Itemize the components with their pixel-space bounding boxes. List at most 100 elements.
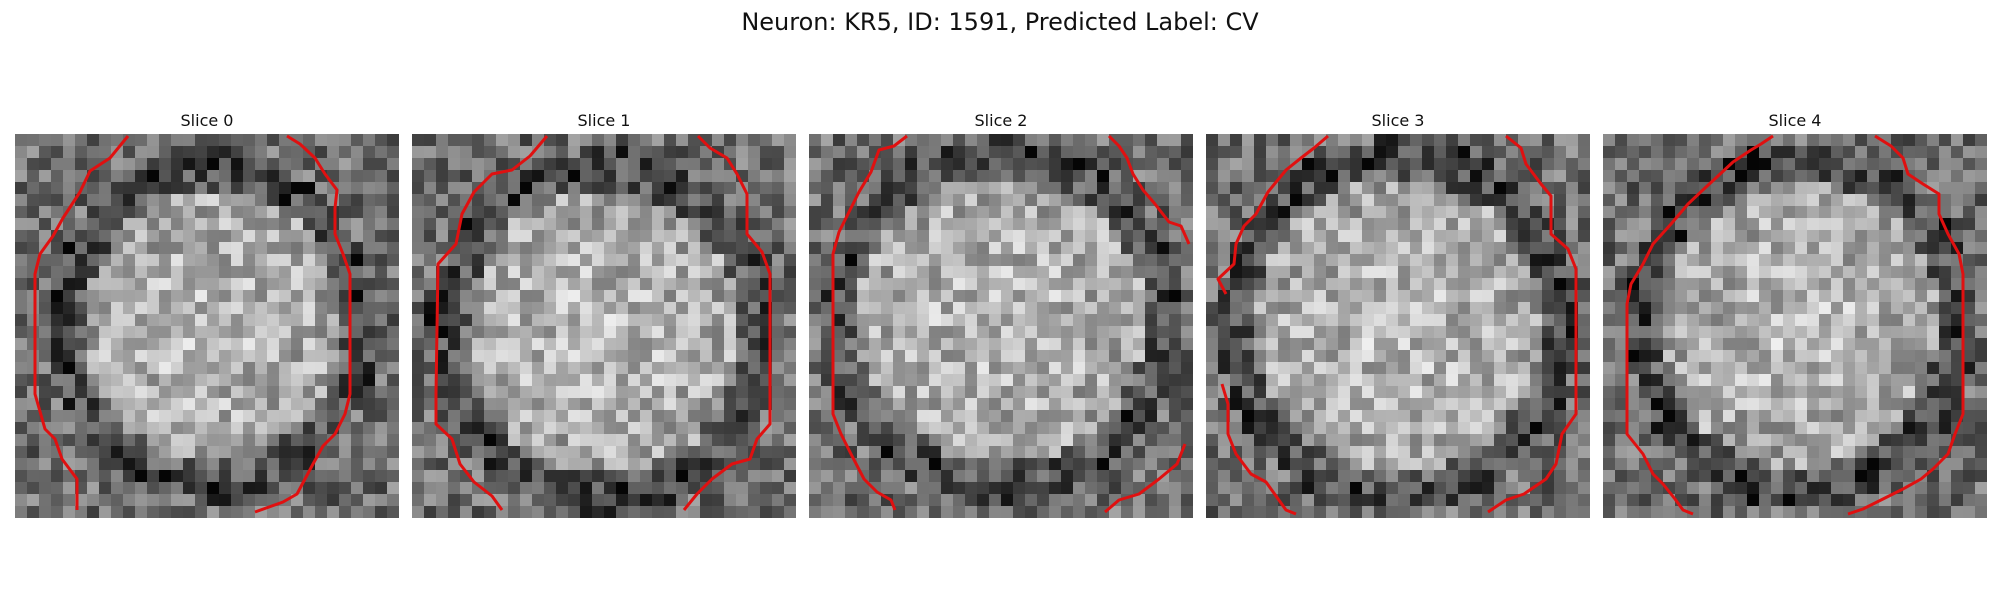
pixel xyxy=(1085,470,1097,482)
pixel xyxy=(1735,182,1747,194)
pixel xyxy=(1398,326,1410,338)
pixel xyxy=(195,314,207,326)
pixel xyxy=(460,278,472,290)
pixel xyxy=(1157,254,1169,266)
pixel xyxy=(1482,278,1494,290)
pixel xyxy=(1218,194,1230,206)
pixel xyxy=(1879,206,1891,218)
pixel xyxy=(27,470,39,482)
pixel xyxy=(544,446,556,458)
pixel xyxy=(1939,266,1951,278)
pixel xyxy=(676,398,688,410)
pixel xyxy=(243,266,255,278)
pixel xyxy=(1350,314,1362,326)
pixel xyxy=(532,230,544,242)
pixel xyxy=(1699,374,1711,386)
pixel xyxy=(784,302,796,314)
pixel xyxy=(833,314,845,326)
pixel xyxy=(27,218,39,230)
pixel xyxy=(27,374,39,386)
pixel xyxy=(1843,374,1855,386)
pixel xyxy=(243,434,255,446)
pixel xyxy=(195,254,207,266)
pixel xyxy=(1615,194,1627,206)
pixel xyxy=(1470,362,1482,374)
pixel xyxy=(1578,506,1590,518)
pixel xyxy=(748,362,760,374)
pixel xyxy=(171,422,183,434)
pixel xyxy=(279,434,291,446)
pixel xyxy=(1290,398,1302,410)
pixel xyxy=(1025,338,1037,350)
pixel xyxy=(965,350,977,362)
pixel xyxy=(1422,362,1434,374)
pixel xyxy=(1759,230,1771,242)
pixel xyxy=(1687,242,1699,254)
pixel xyxy=(1109,386,1121,398)
pixel xyxy=(1663,266,1675,278)
pixel xyxy=(1494,278,1506,290)
pixel xyxy=(1939,194,1951,206)
pixel xyxy=(784,338,796,350)
pixel xyxy=(1049,146,1061,158)
pixel xyxy=(1566,482,1578,494)
pixel xyxy=(27,146,39,158)
pixel xyxy=(1446,326,1458,338)
pixel xyxy=(1145,362,1157,374)
pixel xyxy=(387,182,399,194)
pixel xyxy=(604,362,616,374)
pixel xyxy=(869,422,881,434)
pixel xyxy=(279,338,291,350)
pixel xyxy=(688,314,700,326)
pixel xyxy=(1951,194,1963,206)
pixel xyxy=(508,290,520,302)
pixel xyxy=(1290,254,1302,266)
pixel xyxy=(736,494,748,506)
pixel xyxy=(1037,182,1049,194)
pixel xyxy=(1097,506,1109,518)
pixel xyxy=(1434,134,1446,146)
pixel xyxy=(1470,470,1482,482)
pixel xyxy=(941,146,953,158)
pixel xyxy=(1759,170,1771,182)
pixel xyxy=(508,422,520,434)
pixel xyxy=(1627,230,1639,242)
pixel xyxy=(63,326,75,338)
pixel xyxy=(1374,362,1386,374)
pixel xyxy=(977,230,989,242)
pixel xyxy=(1939,398,1951,410)
pixel xyxy=(1446,410,1458,422)
pixel xyxy=(1566,458,1578,470)
pixel xyxy=(857,134,869,146)
pixel xyxy=(1951,398,1963,410)
pixel xyxy=(688,302,700,314)
pixel xyxy=(893,362,905,374)
pixel xyxy=(1675,410,1687,422)
pixel xyxy=(99,170,111,182)
pixel xyxy=(1290,242,1302,254)
pixel xyxy=(1446,242,1458,254)
pixel xyxy=(255,398,267,410)
pixel xyxy=(652,446,664,458)
pixel xyxy=(1446,314,1458,326)
pixel xyxy=(1482,326,1494,338)
pixel xyxy=(279,386,291,398)
pixel xyxy=(1434,158,1446,170)
pixel xyxy=(1121,134,1133,146)
pixel xyxy=(905,398,917,410)
pixel xyxy=(1615,410,1627,422)
pixel xyxy=(171,266,183,278)
pixel xyxy=(1109,146,1121,158)
pixel xyxy=(1446,446,1458,458)
pixel xyxy=(327,266,339,278)
pixel xyxy=(496,134,508,146)
pixel xyxy=(1542,146,1554,158)
pixel xyxy=(1169,494,1181,506)
pixel xyxy=(27,350,39,362)
pixel xyxy=(1410,146,1422,158)
pixel xyxy=(1302,302,1314,314)
pixel xyxy=(1759,326,1771,338)
pixel xyxy=(351,410,363,422)
pixel xyxy=(1025,242,1037,254)
pixel xyxy=(580,266,592,278)
